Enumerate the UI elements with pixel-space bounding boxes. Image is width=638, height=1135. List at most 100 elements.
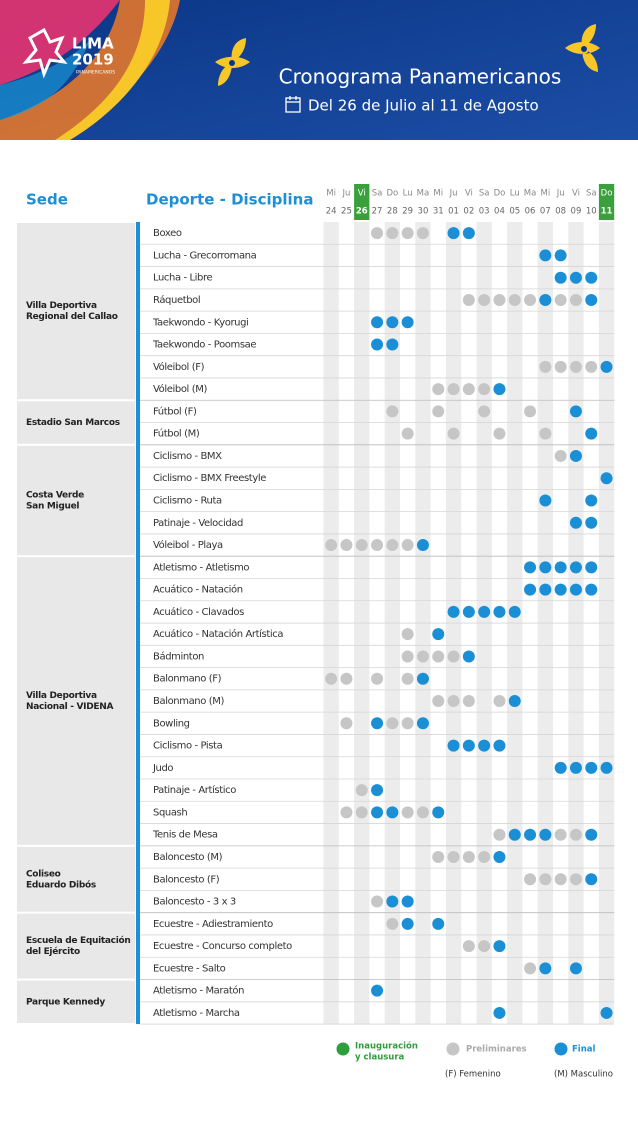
day-name: Ju: [341, 189, 350, 199]
preliminary-dot: [416, 227, 429, 240]
subtitle: Del 26 de Julio al 11 de Agosto: [308, 97, 539, 115]
day-highlight: [598, 184, 615, 220]
day-number: 05: [509, 207, 520, 217]
final-dot: [371, 806, 384, 819]
discipline: Vóleibol (M): [153, 383, 207, 395]
day-highlight: [354, 184, 370, 220]
preliminary-dot: [371, 227, 384, 240]
final-dot: [401, 895, 414, 908]
final-dot: [585, 583, 598, 596]
preliminary-dot: [401, 672, 414, 685]
final-dot: [416, 539, 429, 552]
preliminary-dot: [554, 449, 567, 462]
final-dot: [539, 293, 552, 306]
preliminary-dot: [401, 650, 414, 663]
venue-name: del Ejército: [26, 946, 80, 957]
day-name: Sa: [479, 189, 490, 199]
day-name: Ma: [417, 189, 430, 199]
discipline: Lucha - Grecorromana: [153, 250, 257, 261]
preliminary-dot: [524, 962, 537, 975]
day-name: Mi: [433, 189, 443, 199]
day-name: Lu: [403, 189, 413, 199]
final-dot: [554, 249, 567, 262]
preliminary-dot: [478, 850, 491, 863]
legend-swatch: [554, 1042, 568, 1056]
final-dot: [371, 784, 384, 797]
final-dot: [493, 940, 506, 953]
final-dot: [493, 739, 506, 752]
final-dot: [462, 650, 475, 663]
discipline: Atletismo - Atletismo: [153, 562, 249, 573]
final-dot: [493, 850, 506, 863]
discipline: Balonmano (M): [153, 696, 224, 707]
final-dot: [524, 561, 537, 574]
preliminary-dot: [355, 539, 368, 552]
preliminary-dot: [401, 427, 414, 440]
discipline: Judo: [152, 763, 173, 774]
preliminary-dot: [386, 539, 399, 552]
preliminary-dot: [462, 695, 475, 708]
preliminary-dot: [401, 628, 414, 641]
legend-note: (M) Masculino: [554, 1070, 613, 1080]
final-dot: [554, 583, 567, 596]
final-dot: [585, 516, 598, 529]
calendar-icon: [285, 96, 301, 113]
final-dot: [371, 316, 384, 329]
discipline: Tenis de Mesa: [152, 830, 218, 841]
final-dot: [416, 672, 429, 685]
preliminary-dot: [416, 650, 429, 663]
venue-cell: [17, 913, 135, 979]
preliminary-dot: [569, 293, 582, 306]
day-number: 28: [387, 207, 398, 217]
final-dot: [585, 494, 598, 507]
logo-text: LIMA: [72, 35, 114, 53]
final-dot: [386, 316, 399, 329]
discipline: Taekwondo - Kyorugi: [152, 317, 248, 328]
preliminary-dot: [462, 383, 475, 396]
discipline: Ecuestre - Salto: [153, 963, 226, 974]
preliminary-dot: [355, 806, 368, 819]
discipline: Baloncesto (F): [153, 874, 220, 885]
final-dot: [462, 739, 475, 752]
final-dot: [569, 583, 582, 596]
final-dot: [371, 984, 384, 997]
preliminary-dot: [386, 717, 399, 730]
final-dot: [585, 427, 598, 440]
legend: Inauguración y clausura Preliminares Fin…: [336, 1041, 613, 1080]
final-dot: [554, 271, 567, 284]
preliminary-dot: [554, 873, 567, 886]
discipline: Acuático - Natación: [153, 584, 243, 596]
preliminary-dot: [554, 360, 567, 373]
title: Cronograma Panamericanos: [279, 65, 562, 89]
final-dot: [432, 917, 445, 930]
preliminary-dot: [401, 717, 414, 730]
logo: LIMA 2019 PANAMERICANOS: [22, 27, 115, 79]
final-dot: [585, 293, 598, 306]
preliminary-dot: [447, 427, 460, 440]
preliminary-dot: [371, 539, 384, 552]
accent-bar: [136, 222, 140, 1025]
legend-label: Final: [572, 1045, 596, 1055]
preliminary-dot: [554, 293, 567, 306]
preliminary-dot: [493, 293, 506, 306]
preliminary-dot: [462, 293, 475, 306]
day-number: 30: [418, 207, 429, 217]
preliminary-dot: [585, 360, 598, 373]
discipline: Fútbol (M): [153, 428, 200, 440]
preliminary-dot: [340, 539, 353, 552]
day-number: 01: [448, 207, 459, 217]
final-dot: [493, 1006, 506, 1019]
day-number: 03: [479, 207, 490, 217]
column-header: Deporte - Disciplina: [146, 191, 313, 209]
discipline: Vóleibol - Playa: [153, 539, 223, 551]
logo-text: 2019: [72, 51, 114, 69]
preliminary-dot: [325, 539, 338, 552]
preliminary-dot: [478, 293, 491, 306]
final-dot: [371, 717, 384, 730]
preliminary-dot: [554, 828, 567, 841]
discipline: Ráquetbol: [153, 294, 200, 306]
day-number: 07: [540, 207, 551, 217]
final-dot: [432, 806, 445, 819]
day-name: Do: [494, 189, 506, 199]
preliminary-dot: [447, 650, 460, 663]
